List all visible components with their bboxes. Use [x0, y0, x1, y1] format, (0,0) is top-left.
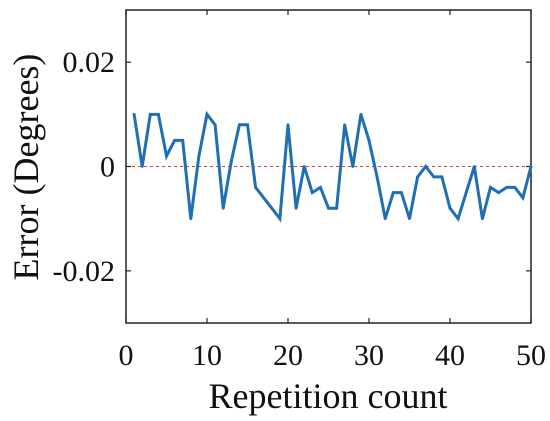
- data-point: [335, 206, 338, 210]
- data-point: [375, 175, 379, 179]
- data-point: [238, 123, 241, 127]
- x-tick-label: 50: [516, 339, 546, 372]
- data-point: [408, 217, 411, 221]
- y-tick-label: 0.02: [63, 46, 116, 79]
- data-point: [165, 154, 168, 158]
- data-point: [213, 123, 217, 127]
- data-point: [270, 206, 274, 210]
- data-point: [472, 165, 476, 168]
- data-point: [359, 112, 363, 116]
- data-point: [148, 112, 152, 116]
- data-point: [302, 165, 306, 168]
- data-point: [383, 217, 387, 221]
- x-tick-label: 20: [273, 339, 303, 372]
- data-point: [400, 191, 403, 194]
- data-point: [132, 112, 136, 116]
- y-axis-label: Error (Degrees): [6, 54, 46, 281]
- y-tick-label: -0.02: [53, 255, 116, 288]
- data-point: [367, 139, 371, 142]
- x-axis-tick-labels: 0 10 20 30 40 50: [119, 339, 547, 372]
- data-point: [343, 123, 347, 127]
- error-series-points: [132, 112, 533, 221]
- data-point: [513, 185, 517, 189]
- data-point: [481, 217, 484, 221]
- data-point: [173, 139, 177, 142]
- data-point: [229, 159, 233, 163]
- data-point: [456, 217, 460, 221]
- data-point: [327, 206, 330, 210]
- data-point: [440, 175, 444, 179]
- x-tick-label: 0: [119, 339, 134, 372]
- data-point: [391, 191, 395, 194]
- x-tick-label: 40: [435, 339, 465, 372]
- data-point: [140, 165, 144, 168]
- data-point: [262, 196, 266, 200]
- y-axis-tick-labels: -0.02 0 0.02: [53, 46, 116, 288]
- data-point: [529, 165, 533, 168]
- data-point: [197, 154, 201, 158]
- data-point: [294, 206, 298, 210]
- data-point: [181, 139, 185, 142]
- data-point: [521, 196, 525, 200]
- x-axis-label: Repetition count: [209, 376, 448, 416]
- x-tick-label: 30: [354, 339, 384, 372]
- data-point: [416, 175, 419, 179]
- data-point: [505, 185, 509, 189]
- error-series-line: [132, 110, 533, 223]
- data-point: [221, 206, 225, 210]
- data-point: [448, 206, 452, 210]
- data-point: [497, 191, 500, 194]
- data-point: [286, 123, 290, 127]
- data-point: [157, 112, 160, 116]
- data-point: [254, 185, 257, 189]
- data-point: [278, 217, 282, 221]
- data-point: [205, 112, 209, 116]
- x-tick-label: 10: [192, 339, 222, 372]
- x-axis-ticks: [125, 10, 532, 323]
- data-point: [246, 123, 249, 127]
- data-point: [310, 191, 314, 194]
- data-point: [424, 165, 428, 168]
- data-point: [432, 175, 436, 179]
- y-tick-label: 0: [100, 151, 115, 184]
- data-point: [351, 165, 355, 168]
- data-point: [189, 217, 193, 221]
- data-point: [319, 185, 322, 189]
- data-point: [489, 185, 492, 189]
- data-point: [464, 191, 468, 194]
